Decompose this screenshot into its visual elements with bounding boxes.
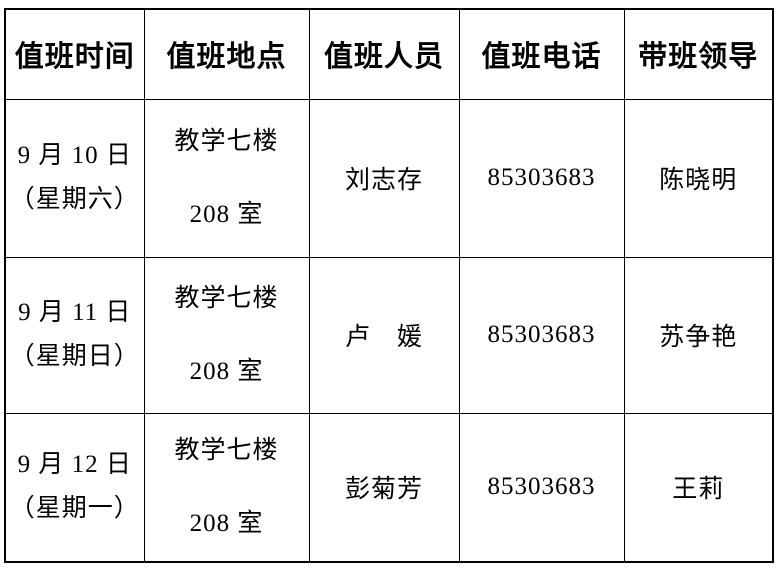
location-building: 教学七楼 [174,127,279,155]
location-room: 208 室 [189,509,264,537]
duty-person-cell: 彭菊芳 [308,412,460,563]
duty-person-cell: 刘志存 [308,98,460,258]
duty-weekday: （星期一） [9,495,140,523]
duty-leader-cell: 王莉 [623,412,774,563]
duty-date: 9 月 12 日 [17,451,132,479]
duty-time-cell: 9 月 10 日 （星期六） [4,98,145,258]
table-row: 9 月 11 日 （星期日） 教学七楼 208 室 卢 媛 85303683 苏… [4,256,774,414]
duty-time-cell: 9 月 11 日 （星期日） [4,256,145,414]
duty-phone-cell: 85303683 [458,256,625,414]
location-room: 208 室 [189,357,264,385]
header-duty-person: 值班人员 [308,8,460,100]
duty-weekday: （星期日） [9,343,140,370]
header-duty-location: 值班地点 [143,8,310,100]
header-duty-phone: 值班电话 [458,8,625,100]
location-building: 教学七楼 [174,284,279,312]
table-row: 9 月 10 日 （星期六） 教学七楼 208 室 刘志存 85303683 陈… [4,98,774,258]
location-building: 教学七楼 [174,436,279,464]
location-room: 208 室 [189,200,264,228]
duty-person-cell: 卢 媛 [308,256,460,414]
duty-leader-cell: 苏争艳 [623,256,774,414]
duty-date: 9 月 11 日 [18,299,132,326]
duty-location-cell: 教学七楼 208 室 [143,98,310,258]
table-row: 9 月 12 日 （星期一） 教学七楼 208 室 彭菊芳 85303683 王… [4,412,774,563]
header-row: 值班时间 值班地点 值班人员 值班电话 带班领导 [4,8,774,100]
duty-roster-table: 值班时间 值班地点 值班人员 值班电话 带班领导 9 月 10 日 （星期六） … [4,8,774,563]
header-duty-time: 值班时间 [4,8,145,100]
duty-date: 9 月 10 日 [17,142,132,169]
duty-phone-cell: 85303683 [458,412,625,563]
duty-leader-cell: 陈晓明 [623,98,774,258]
duty-location-cell: 教学七楼 208 室 [143,256,310,414]
duty-phone-cell: 85303683 [458,98,625,258]
duty-location-cell: 教学七楼 208 室 [143,412,310,563]
duty-time-cell: 9 月 12 日 （星期一） [4,412,145,563]
header-duty-leader: 带班领导 [623,8,774,100]
duty-weekday: （星期六） [9,186,140,213]
